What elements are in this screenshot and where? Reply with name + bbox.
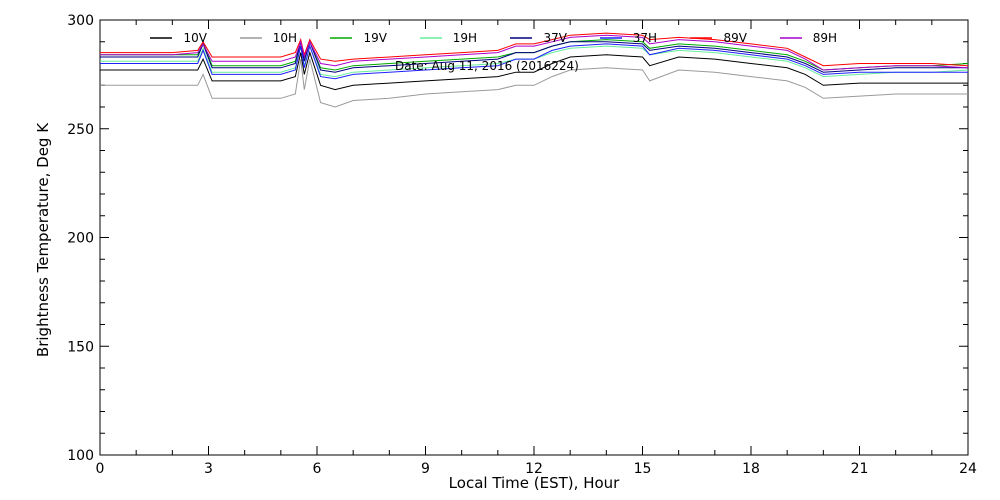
axis-ticks [99, 19, 969, 456]
x-tick-label: 24 [959, 461, 977, 477]
y-tick-label: 150 [67, 339, 94, 355]
y-tick-labels: 100 150 200 250 300 [67, 13, 94, 464]
legend-label-19v: 19V [364, 31, 388, 45]
x-tick-labels: 0 3 6 9 12 15 18 21 24 [96, 461, 977, 477]
series-line-19h [100, 44, 969, 78]
legend-label-89v: 89V [724, 31, 748, 45]
y-tick-label: 100 [67, 448, 94, 464]
series-line-10h [100, 58, 968, 108]
date-annotation: Date: Aug 11, 2016 (2016224) [395, 59, 579, 73]
legend: 10V 10H 19V 19H 37V 37H 89V 89H [150, 31, 837, 45]
legend-label-10h: 10H [273, 31, 297, 45]
series-line-10v [100, 50, 968, 91]
x-tick-label: 0 [96, 461, 105, 477]
y-tick-label: 200 [67, 231, 94, 247]
series-line-89h [100, 34, 969, 71]
legend-label-19h: 19H [453, 31, 477, 45]
x-tick-label: 12 [525, 461, 543, 477]
series-line-37v [100, 40, 968, 73]
series-line-37h [100, 43, 968, 80]
x-tick-label: 18 [742, 461, 760, 477]
series-line-19v [100, 39, 969, 71]
x-tick-label: 6 [313, 461, 322, 477]
x-tick-label: 15 [634, 461, 652, 477]
y-axis-title: Brightness Temperature, Deg K [34, 122, 52, 357]
y-tick-label: 250 [67, 122, 94, 138]
legend-label-37h: 37H [633, 31, 657, 45]
x-tick-label: 3 [204, 461, 213, 477]
x-axis-title: Local Time (EST), Hour [449, 474, 620, 492]
series-line-89v [100, 32, 969, 67]
x-tick-label: 21 [851, 461, 869, 477]
y-tick-label: 300 [67, 13, 94, 29]
series-lines [100, 32, 969, 108]
legend-label-10v: 10V [184, 31, 208, 45]
legend-label-89h: 89H [813, 31, 837, 45]
x-tick-label: 9 [421, 461, 430, 477]
legend-label-37v: 37V [544, 31, 568, 45]
